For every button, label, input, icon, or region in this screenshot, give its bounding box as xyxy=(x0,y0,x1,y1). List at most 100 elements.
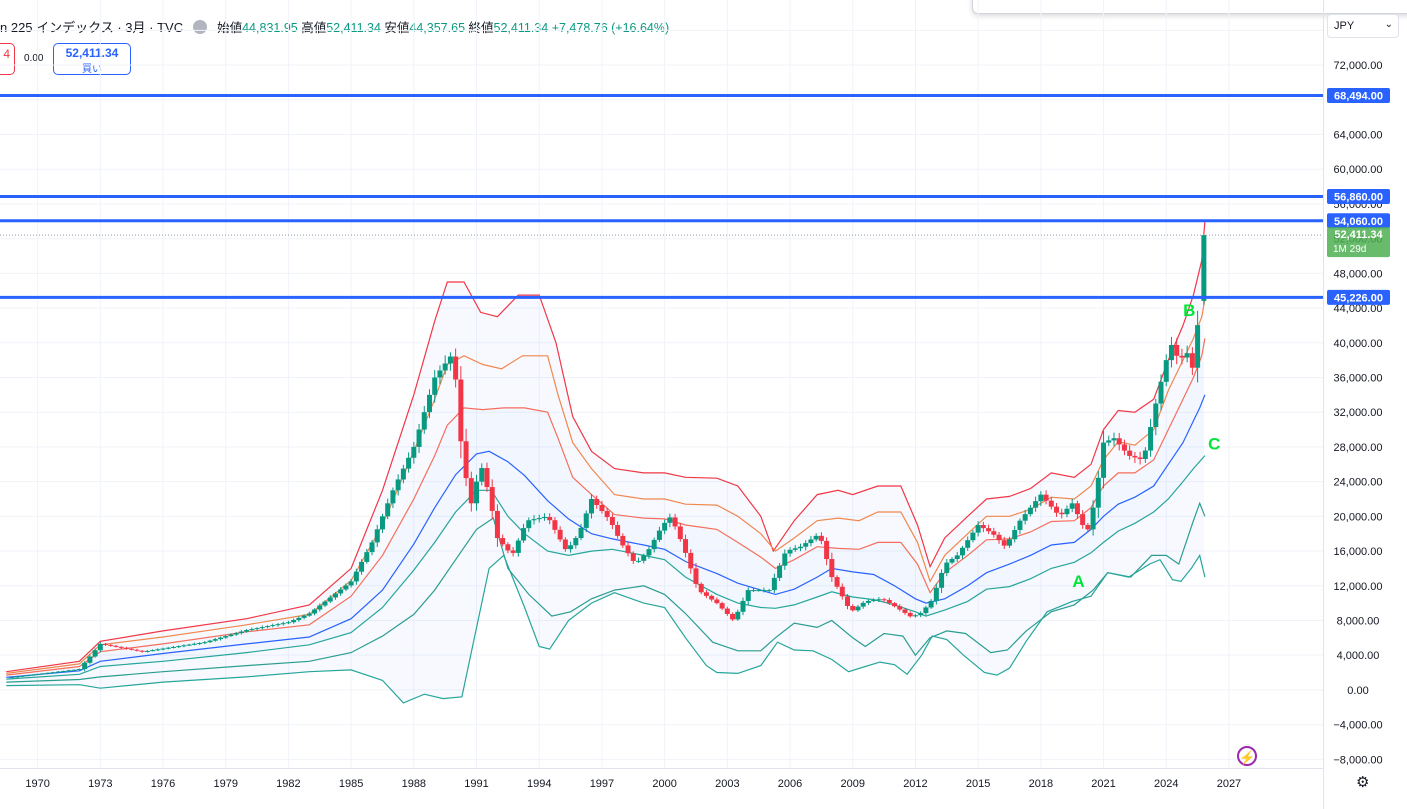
candle-body xyxy=(379,516,385,530)
currency-select[interactable]: JPY ⌄ xyxy=(1327,14,1399,38)
candle-body xyxy=(390,490,396,504)
candle-body xyxy=(400,468,406,480)
candle-body xyxy=(1038,494,1044,502)
open-value: 44,831.95 xyxy=(242,21,298,35)
candle-body xyxy=(944,562,950,573)
candle-body xyxy=(207,640,213,643)
x-tick-label: 2021 xyxy=(1091,778,1115,790)
candle-body xyxy=(494,510,500,539)
candle-body xyxy=(865,600,871,603)
candle-body xyxy=(792,548,798,550)
candle-body xyxy=(510,550,516,553)
y-tick-label: 12,000.00 xyxy=(1334,581,1383,593)
candle-body xyxy=(709,595,715,600)
x-tick-label: 1997 xyxy=(590,778,614,790)
candle-body xyxy=(724,608,730,614)
candle-body xyxy=(1163,360,1169,382)
candle-body xyxy=(839,586,845,597)
candle-body xyxy=(907,612,913,617)
candle-body xyxy=(730,613,736,620)
candle-body xyxy=(19,675,25,677)
candle-body xyxy=(76,669,82,671)
sell-button[interactable]: 4 xyxy=(0,43,15,75)
x-tick-label: 1976 xyxy=(151,778,175,790)
candle-body xyxy=(8,677,14,679)
candle-body xyxy=(155,649,161,651)
candle-body xyxy=(24,675,30,677)
price-tag-bg xyxy=(1327,213,1390,229)
price-tag-bg xyxy=(1327,188,1390,204)
candle-body xyxy=(959,547,965,556)
candle-body xyxy=(672,517,678,527)
candle-body xyxy=(254,628,260,630)
lightning-icon[interactable]: ⚡ xyxy=(1237,746,1257,766)
candle-body xyxy=(1174,344,1180,356)
axes xyxy=(0,0,1324,809)
y-tick-label: 60,000.00 xyxy=(1334,164,1383,176)
buy-price: 52,411.34 xyxy=(65,46,119,60)
low-value: 44,357.65 xyxy=(409,21,466,35)
candle-body xyxy=(327,597,333,602)
horizontal-lines[interactable] xyxy=(0,94,1323,299)
candle-body xyxy=(923,607,929,614)
candle-body xyxy=(803,543,809,547)
candle-body xyxy=(1195,325,1201,368)
candle-body xyxy=(892,603,898,607)
x-tick-label: 2009 xyxy=(840,778,864,790)
candle-body xyxy=(1158,381,1164,404)
candle-body xyxy=(735,611,741,620)
candle-body xyxy=(411,446,417,458)
candle-body xyxy=(1022,514,1028,521)
candle-body xyxy=(991,531,997,535)
symbol-title[interactable]: n 225 インデックス · 3月 · TVC xyxy=(0,20,184,35)
candle-body xyxy=(1064,508,1070,515)
candle-body xyxy=(291,620,297,623)
candle-body xyxy=(1137,457,1143,460)
candle-body xyxy=(547,516,553,521)
candle-body xyxy=(933,587,939,601)
candle-body xyxy=(332,593,338,598)
candle-body xyxy=(625,545,631,554)
candle-body xyxy=(954,555,960,560)
candle-body xyxy=(667,517,673,523)
candle-body xyxy=(797,546,803,549)
buy-button[interactable]: 52,411.34 買い xyxy=(53,43,131,75)
candle-body xyxy=(343,585,349,590)
candle-body xyxy=(165,647,171,649)
x-tick-label: 2015 xyxy=(966,778,990,790)
candle-body xyxy=(526,520,532,529)
candle-body xyxy=(771,577,777,591)
candle-body xyxy=(285,622,291,624)
candle-body xyxy=(609,517,615,526)
wave-annotations: B C A xyxy=(1072,301,1220,591)
x-tick-label: 1970 xyxy=(25,778,49,790)
x-tick-label: 1991 xyxy=(464,778,488,790)
candle-body xyxy=(123,647,129,649)
candle-body xyxy=(615,525,621,536)
candle-body xyxy=(855,606,861,611)
candle-body xyxy=(406,457,412,469)
y-tick-label: 32,000.00 xyxy=(1334,407,1383,419)
candle-body xyxy=(1106,440,1112,443)
candle-body xyxy=(202,642,208,644)
candle-body xyxy=(66,670,72,672)
gear-icon[interactable]: ⚙ xyxy=(1356,774,1370,791)
candle-body xyxy=(562,539,568,550)
candle-body xyxy=(118,646,124,648)
candle-body xyxy=(92,650,98,657)
candle-body xyxy=(918,613,924,616)
candle-body xyxy=(761,590,767,592)
candle-body xyxy=(824,540,830,560)
candle-body xyxy=(87,656,93,663)
candle-body xyxy=(338,589,344,594)
candle-body xyxy=(834,577,840,587)
candle-body xyxy=(176,646,182,648)
candle-body xyxy=(756,590,762,592)
candle-body xyxy=(1153,403,1159,428)
y-tick-label: 64,000.00 xyxy=(1334,130,1383,142)
candle-body xyxy=(29,674,35,676)
candle-body xyxy=(636,560,642,562)
open-label: 始値 xyxy=(217,21,243,35)
candle-body xyxy=(1201,235,1207,301)
